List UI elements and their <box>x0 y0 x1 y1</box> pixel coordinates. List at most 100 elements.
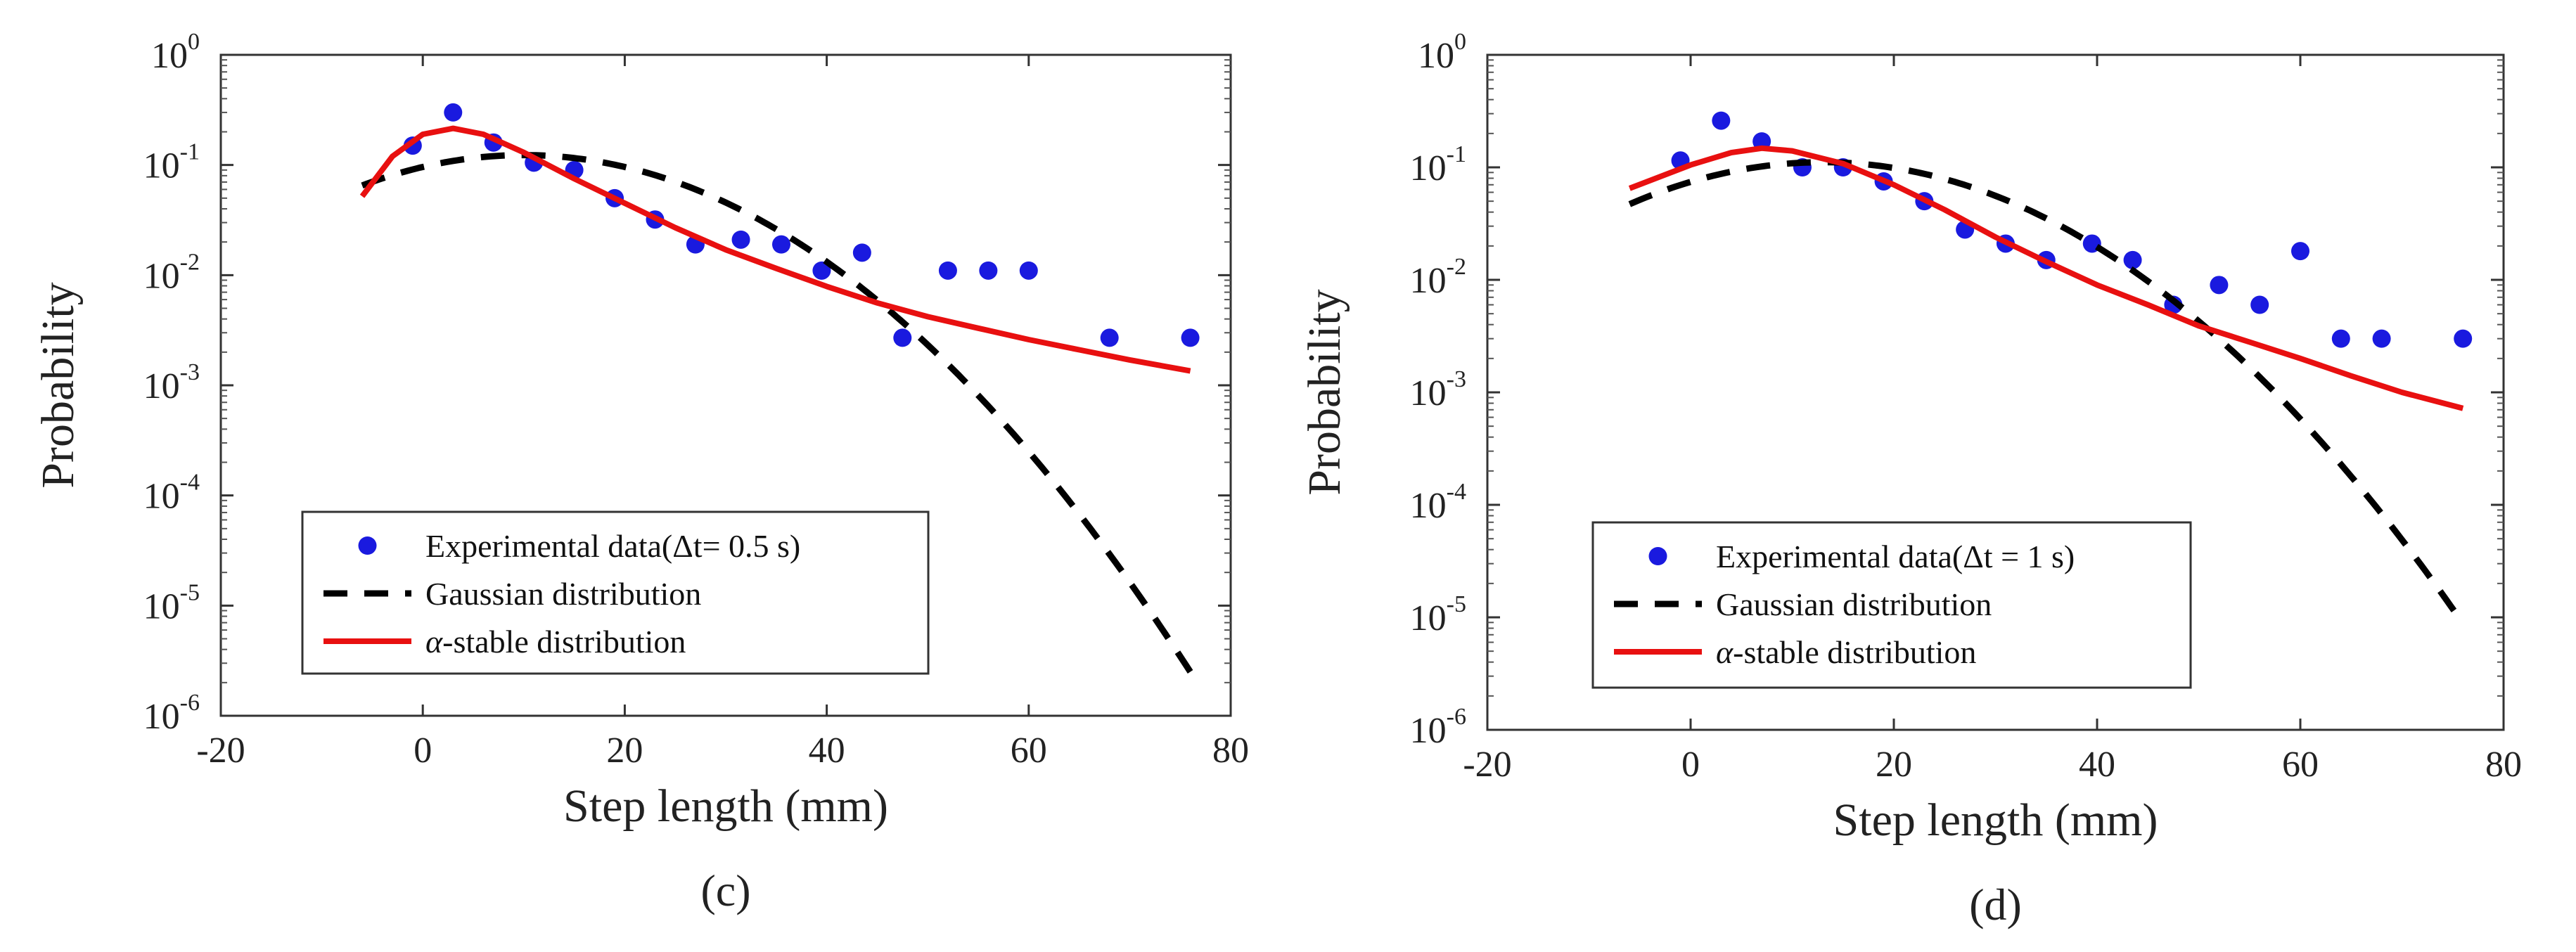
chart-panel-c: -20 0 20 40 60 8010010-110-210-310-410-510-6S… <box>32 29 1249 915</box>
experimental-data-point <box>893 328 912 347</box>
y-tick-base: 10 <box>143 477 180 517</box>
y-tick-base: 10 <box>1410 373 1447 413</box>
x-tick-label: 20 <box>606 731 643 771</box>
x-tick-label: 0 <box>414 731 432 771</box>
y-tick-base: 10 <box>1410 711 1447 751</box>
y-tick-exponent: -2 <box>1447 254 1466 280</box>
panel-caption: (c) <box>700 866 750 915</box>
y-tick-label: 10-5 <box>143 579 200 626</box>
y-tick-base: 10 <box>1410 598 1447 638</box>
legend-label: Gaussian distribution <box>425 576 701 612</box>
x-tick-label: 0 <box>1681 745 1700 785</box>
y-tick-base: 10 <box>143 366 180 406</box>
x-tick-label: 40 <box>809 731 845 771</box>
experimental-data-point <box>979 261 998 280</box>
legend: Experimental data(Δt = 1 s) Gaussian dist… <box>1591 521 2192 689</box>
x-axis-label: Step length (mm) <box>563 780 888 832</box>
gaussian-distribution-line <box>1628 159 2466 626</box>
x-tick-label: -20 <box>196 731 245 771</box>
x-tick-label: -20 <box>1463 745 1511 785</box>
x-tick-label: 20 <box>1876 745 1912 785</box>
y-tick-label: 10-4 <box>1410 479 1466 526</box>
y-tick-label: 10-1 <box>1410 141 1466 188</box>
legend-label-rest: -stable distribution <box>1733 634 1976 670</box>
chart-panel-d: -20 0 20 40 60 8010010-110-210-310-410-510-6S… <box>1299 29 2522 930</box>
x-tick-label: 80 <box>2485 745 2522 785</box>
legend-box <box>301 510 930 675</box>
y-tick-label: 10-4 <box>143 470 200 517</box>
experimental-data-point <box>938 261 957 280</box>
legend-label-alpha: α <box>425 624 443 660</box>
legend-label-rest: -stable distribution <box>442 624 686 660</box>
y-tick-exponent: -2 <box>180 249 200 275</box>
legend-label-alpha: α <box>1716 634 1734 670</box>
experimental-data-point <box>2454 329 2473 348</box>
y-tick-label: 100 <box>1418 29 1466 76</box>
experimental-data-point <box>1181 328 1200 347</box>
legend-label: α-stable distribution <box>1716 634 1976 670</box>
y-tick-label: 10-2 <box>1410 254 1466 301</box>
x-tick-label: 60 <box>2282 745 2319 785</box>
x-axis-label: Step length (mm) <box>1833 795 2158 846</box>
experimental-data-point <box>2372 329 2391 348</box>
legend-marker-experimental <box>1648 547 1667 565</box>
experimental-data-point <box>1712 111 1731 130</box>
y-tick-exponent: 0 <box>1454 29 1466 55</box>
experimental-data-point <box>2250 295 2269 314</box>
experimental-data-point <box>1100 328 1119 347</box>
legend-box <box>1591 521 2192 689</box>
experimental-data-point <box>852 243 871 262</box>
experimental-data-point <box>2331 329 2350 348</box>
y-tick-label: 10-3 <box>143 359 200 406</box>
y-tick-exponent: -5 <box>1447 591 1466 617</box>
y-tick-label: 10-2 <box>143 249 200 296</box>
x-tick-label: 40 <box>2079 745 2115 785</box>
experimental-data-point <box>2210 276 2229 295</box>
y-tick-exponent: 0 <box>188 29 200 55</box>
y-tick-label: 10-5 <box>1410 591 1466 638</box>
legend-marker-experimental <box>358 536 377 555</box>
y-tick-label: 100 <box>151 29 200 76</box>
y-tick-label: 10-6 <box>1410 704 1466 751</box>
y-tick-base: 10 <box>1410 486 1447 526</box>
x-tick-label: 80 <box>1212 731 1249 771</box>
y-tick-exponent: -6 <box>1447 704 1466 730</box>
y-tick-label: 10-6 <box>143 690 200 737</box>
legend-label: Experimental data(Δt = 1 s) <box>1716 539 2075 574</box>
y-tick-base: 10 <box>1410 261 1447 301</box>
y-tick-base: 10 <box>143 697 180 737</box>
y-tick-exponent: -1 <box>1447 141 1466 167</box>
y-tick-base: 10 <box>1410 148 1447 188</box>
panel-caption: (d) <box>1969 880 2022 930</box>
experimental-data-point <box>731 230 750 249</box>
experimental-data-point <box>444 103 463 122</box>
experimental-data-point <box>771 235 790 254</box>
experimental-data-point <box>2123 250 2142 269</box>
experimental-data-point <box>1019 261 1038 280</box>
y-tick-base: 10 <box>143 146 180 186</box>
legend-label: α-stable distribution <box>425 624 686 660</box>
y-tick-base: 10 <box>151 36 188 76</box>
alpha-stable-distribution-line <box>1628 145 2464 411</box>
y-tick-exponent: -4 <box>180 470 200 496</box>
y-axis-label: Probability <box>1299 289 1350 495</box>
legend-label: Experimental data(Δt= 0.5 s) <box>425 528 800 564</box>
gaussian-distribution-line <box>361 152 1193 674</box>
x-tick-label: 60 <box>1011 731 1047 771</box>
y-tick-base: 10 <box>1418 36 1454 76</box>
y-tick-base: 10 <box>143 256 180 296</box>
y-tick-label: 10-3 <box>1410 366 1466 413</box>
legend-label: Gaussian distribution <box>1716 586 1992 622</box>
experimental-data-point <box>2291 242 2309 261</box>
legend: Experimental data(Δt= 0.5 s) Gaussian dis… <box>301 510 930 675</box>
y-tick-exponent: -4 <box>1447 479 1466 505</box>
y-tick-label: 10-1 <box>143 139 200 186</box>
y-tick-base: 10 <box>143 586 180 626</box>
y-tick-exponent: -5 <box>180 579 200 605</box>
y-tick-exponent: -3 <box>1447 366 1466 392</box>
alpha-stable-distribution-line <box>359 125 1191 374</box>
experimental-data-point <box>812 261 831 280</box>
y-tick-exponent: -1 <box>180 139 200 165</box>
y-tick-exponent: -3 <box>180 359 200 385</box>
